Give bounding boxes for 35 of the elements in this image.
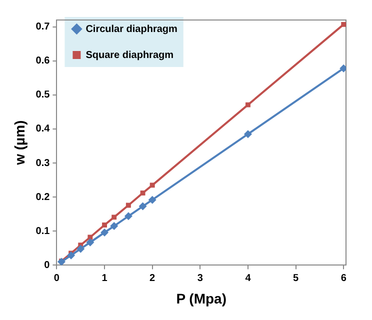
y-tick-label: 0.5 xyxy=(36,90,50,101)
point xyxy=(244,130,252,138)
point xyxy=(138,202,147,210)
legend-label: Circular diaphragm xyxy=(86,24,178,35)
legend-label: Square diaphragm xyxy=(86,50,174,61)
x-tick-label: 1 xyxy=(102,272,108,284)
y-tick-label: 0.6 xyxy=(36,56,50,67)
x-tick-label: 0 xyxy=(54,272,60,284)
point xyxy=(86,238,94,246)
point xyxy=(110,222,118,230)
point xyxy=(148,196,156,204)
y-tick-label: 0.3 xyxy=(36,158,50,169)
x-tick-label: 5 xyxy=(293,272,300,284)
point xyxy=(246,102,250,108)
y-tick-label: 0.7 xyxy=(36,22,50,33)
y-tick-label: 0 xyxy=(44,260,50,271)
x-tick-label: 2 xyxy=(150,272,156,284)
point xyxy=(341,22,346,27)
x-tick-label: 4 xyxy=(245,272,252,284)
point xyxy=(76,244,85,253)
point xyxy=(126,202,131,208)
point xyxy=(150,182,155,188)
x-tick-label: 6 xyxy=(340,272,347,284)
y-tick-label: 0.4 xyxy=(36,124,50,135)
y-axis-title: w (µm) xyxy=(11,120,28,166)
x-tick-label: 3 xyxy=(197,272,204,284)
y-tick-label: 0.1 xyxy=(36,226,50,237)
point xyxy=(102,222,107,228)
point xyxy=(67,251,76,260)
x-axis-title: P (Mpa) xyxy=(176,290,227,306)
point xyxy=(112,214,117,220)
point xyxy=(124,212,132,220)
y-tick-label: 0.2 xyxy=(36,192,50,203)
point xyxy=(100,228,109,237)
point xyxy=(140,190,146,196)
